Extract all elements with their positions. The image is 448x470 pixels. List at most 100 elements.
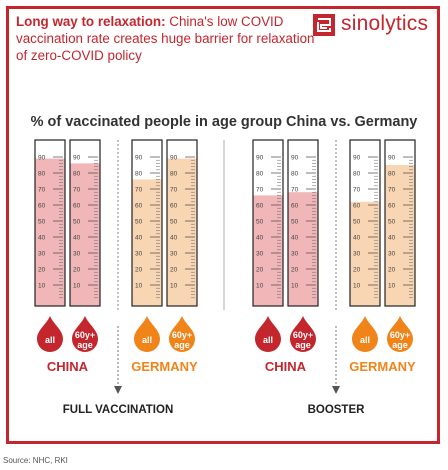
tick-label: 80	[170, 171, 178, 178]
drop-icon	[352, 316, 378, 352]
tube: 10 20 30 40 50 60 70 80 90	[166, 139, 198, 307]
tube-outline	[166, 139, 198, 307]
tick-label: 80	[353, 171, 361, 178]
tick-label: 60	[135, 203, 143, 210]
bar	[35, 158, 65, 306]
drop-icon	[387, 316, 413, 352]
tube-outline	[131, 139, 163, 307]
drop-icon	[134, 316, 160, 352]
tick-label: 10	[291, 283, 299, 290]
tick-label: 70	[388, 187, 396, 194]
drop-label: 60y+ age	[75, 330, 95, 350]
tick-label: 90	[353, 155, 361, 162]
tick-label: 50	[135, 219, 143, 226]
tick-label: 40	[170, 235, 178, 242]
tick-label: 70	[353, 187, 361, 194]
tick-label: 80	[38, 171, 46, 178]
tick-label: 20	[135, 267, 143, 274]
tick-label: 70	[73, 187, 81, 194]
tick-label: 70	[291, 187, 299, 194]
arrow-down-icon	[332, 386, 340, 394]
bar	[385, 165, 415, 306]
tick-label: 80	[291, 171, 299, 178]
tick-label: 40	[38, 235, 46, 242]
drop-icon	[255, 316, 281, 352]
tick-label: 90	[170, 155, 178, 162]
source-note: Source: NHC, RKI	[3, 456, 68, 465]
tick-label: 90	[73, 155, 81, 162]
drop-icon	[290, 316, 316, 352]
tick-label: 60	[38, 203, 46, 210]
tick-label: 50	[38, 219, 46, 226]
drop-label: all	[45, 335, 55, 345]
bar	[350, 201, 380, 306]
tick-label: 20	[38, 267, 46, 274]
tube-outline	[349, 139, 381, 307]
country-label: GERMANY	[349, 359, 416, 374]
tick-label: 30	[291, 251, 299, 258]
tube-outline	[384, 139, 416, 307]
tick-label: 90	[135, 155, 143, 162]
tick-label: 30	[73, 251, 81, 258]
drop-label: 60y+ age	[293, 330, 313, 350]
tick-label: 80	[256, 171, 264, 178]
logo-mark-icon	[313, 14, 335, 36]
tick-label: 40	[73, 235, 81, 242]
tick-label: 10	[353, 283, 361, 290]
tick-label: 20	[256, 267, 264, 274]
tick-label: 50	[256, 219, 264, 226]
country-label: GERMANY	[131, 359, 198, 374]
logo: sinolytics	[313, 12, 441, 38]
drop-icon	[169, 316, 195, 352]
drop-label-line: all	[263, 335, 273, 345]
tick-label: 60	[291, 203, 299, 210]
drop-label-line: age	[392, 340, 408, 350]
tick-label: 30	[388, 251, 396, 258]
tick-label: 20	[388, 267, 396, 274]
tick-label: 10	[256, 283, 264, 290]
tick-label: 50	[353, 219, 361, 226]
tick-label: 60	[256, 203, 264, 210]
tube: 10 20 30 40 50 60 70 80 90	[34, 139, 66, 307]
tick-label: 90	[38, 155, 46, 162]
tick-label: 80	[388, 171, 396, 178]
headline-bold: Long way to relaxation:	[16, 14, 166, 29]
tick-label: 30	[135, 251, 143, 258]
tick-label: 60	[388, 203, 396, 210]
drop-label: all	[263, 335, 273, 345]
drop-label-line: age	[295, 340, 311, 350]
tick-label: 70	[38, 187, 46, 194]
logo-text: sinolytics	[341, 12, 429, 35]
drop-label: 60y+ age	[172, 330, 192, 350]
tick-label: 40	[353, 235, 361, 242]
tick-label: 50	[388, 219, 396, 226]
tick-label: 30	[353, 251, 361, 258]
tick-label: 40	[135, 235, 143, 242]
tick-label: 30	[170, 251, 178, 258]
tick-label: 80	[73, 171, 81, 178]
tube: 10 20 30 40 50 60 70 80 90	[349, 139, 381, 307]
drop-label-line: age	[77, 340, 93, 350]
tick-label: 80	[135, 171, 143, 178]
drop: 60y+ age	[387, 316, 413, 352]
tick-label: 40	[388, 235, 396, 242]
country-label: CHINA	[47, 359, 89, 374]
bar	[167, 158, 197, 306]
headline-rest: China's low COVID vaccination rate creat…	[16, 14, 315, 63]
tick-label: 70	[170, 187, 178, 194]
tick-label: 60	[73, 203, 81, 210]
tube: 10 20 30 40 50 60 70 80 90	[287, 139, 319, 307]
tick-label: 10	[135, 283, 143, 290]
tube: 10 20 30 40 50 60 70 80 90	[384, 139, 416, 307]
drop-label-line: all	[45, 335, 55, 345]
bar	[70, 163, 100, 306]
tick-label: 60	[353, 203, 361, 210]
tube-outline	[252, 139, 284, 307]
drop-label-line: 60y+	[75, 330, 95, 340]
tick-label: 60	[170, 203, 178, 210]
tick-label: 20	[291, 267, 299, 274]
country-label: CHINA	[265, 359, 307, 374]
tube-outline	[287, 139, 319, 307]
tick-label: 20	[170, 267, 178, 274]
